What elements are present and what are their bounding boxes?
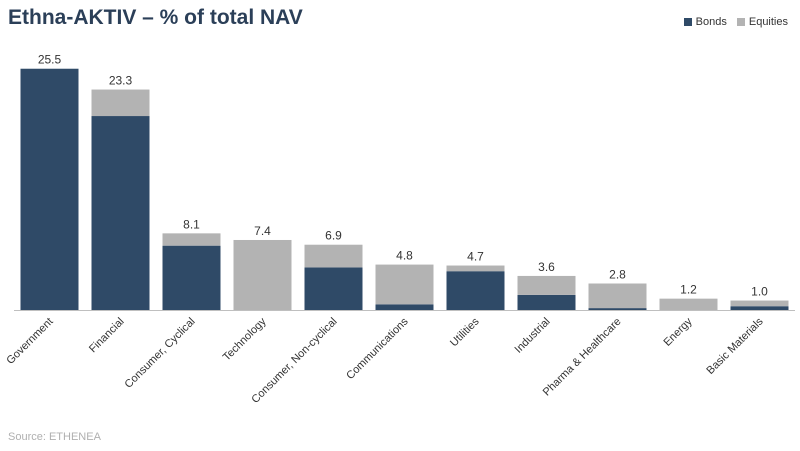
- bar-bonds-4: [304, 267, 363, 310]
- bar-equities-1: [91, 89, 150, 117]
- legend: Bonds Equities: [683, 16, 788, 28]
- bar-equities-8: [588, 283, 647, 309]
- category-label-10: Basic Materials: [704, 315, 766, 377]
- legend-swatch-bonds: [683, 18, 692, 26]
- category-label-6: Utilities: [448, 315, 482, 349]
- bar-equities-3: [233, 239, 292, 310]
- data-label-1: 23.3: [109, 74, 133, 88]
- bar-bonds-0: [20, 68, 79, 310]
- bar-bonds-7: [517, 294, 576, 310]
- bar-equities-6: [446, 265, 505, 272]
- bar-bonds-6: [446, 271, 505, 310]
- data-label-9: 1.2: [680, 283, 697, 297]
- data-label-4: 6.9: [325, 229, 342, 243]
- category-label-7: Industrial: [513, 316, 553, 356]
- bar-bonds-1: [91, 116, 150, 311]
- data-label-8: 2.8: [609, 268, 626, 282]
- category-label-8: Pharma & Healthcare: [541, 316, 624, 399]
- source-note: Source: ETHENEA: [8, 431, 101, 443]
- legend-item-equities: Equities: [736, 16, 788, 28]
- data-label-7: 3.6: [538, 260, 555, 274]
- legend-item-bonds: Bonds: [683, 16, 727, 28]
- bar-equities-2: [162, 233, 221, 246]
- bar-equities-10: [730, 300, 789, 307]
- category-label-2: Consumer, Cyclical: [123, 316, 198, 391]
- category-label-9: Energy: [661, 315, 694, 348]
- bar-equities-9: [659, 298, 718, 310]
- data-label-6: 4.7: [467, 250, 484, 264]
- legend-label-bonds: Bonds: [695, 16, 727, 28]
- bar-bonds-10: [730, 306, 789, 310]
- bar-equities-5: [375, 264, 434, 305]
- data-label-5: 4.8: [396, 249, 413, 263]
- bar-bonds-2: [162, 245, 221, 310]
- category-label-1: Financial: [87, 316, 127, 356]
- category-label-5: Communications: [344, 315, 411, 382]
- data-label-0: 25.5: [38, 53, 62, 67]
- bar-equities-7: [517, 275, 576, 295]
- data-label-2: 8.1: [183, 217, 200, 231]
- bar-equities-4: [304, 244, 363, 268]
- data-label-3: 7.4: [254, 224, 271, 238]
- chart-title: Ethna-AKTIV – % of total NAV: [8, 6, 303, 29]
- bar-bonds-8: [588, 308, 647, 310]
- category-label-0: Government: [4, 316, 55, 367]
- bar-bonds-5: [375, 304, 434, 310]
- legend-swatch-equities: [736, 18, 745, 26]
- legend-label-equities: Equities: [748, 16, 788, 28]
- category-label-3: Technology: [221, 315, 269, 363]
- data-label-10: 1.0: [751, 285, 768, 299]
